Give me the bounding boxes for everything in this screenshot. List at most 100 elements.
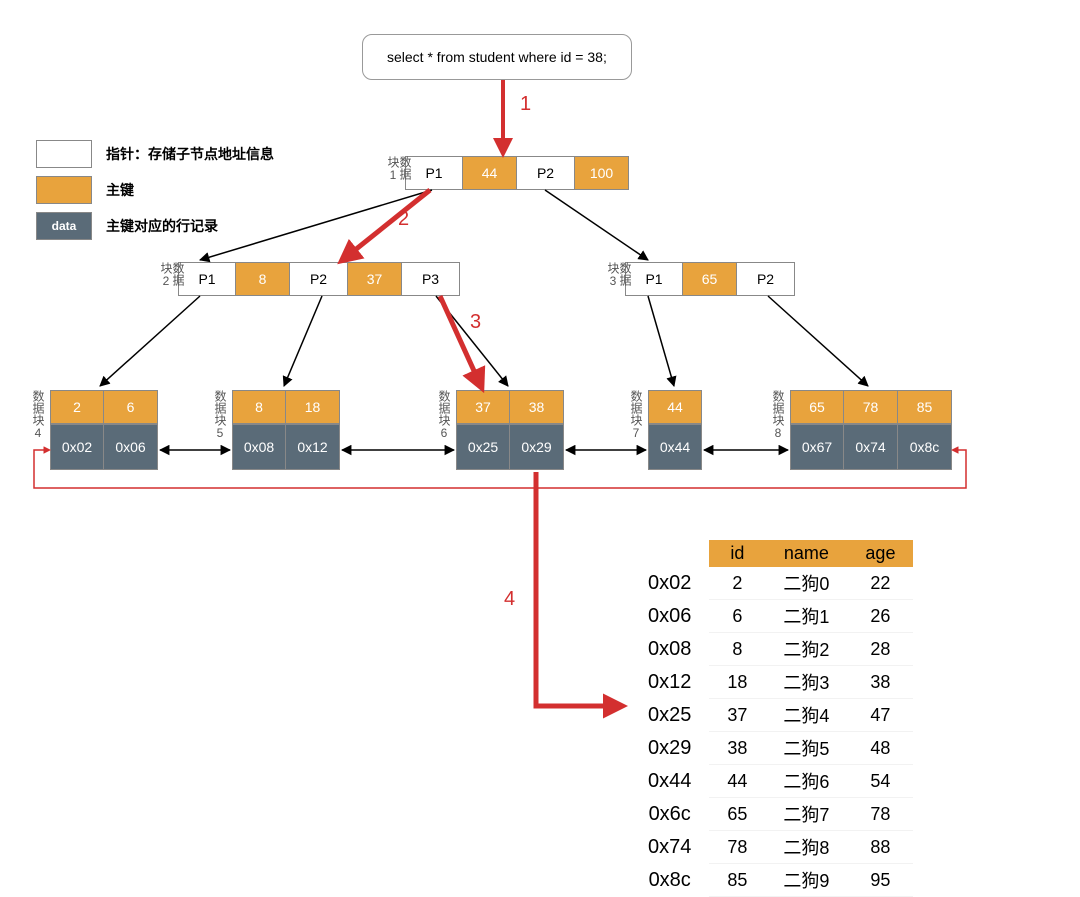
index-block-3: P165P2数据块3	[625, 262, 795, 296]
leaf-key-cell: 44	[648, 390, 702, 424]
table-cell: 二狗3	[765, 666, 847, 699]
leaf-data-cell: 0x08	[232, 424, 286, 470]
leaf-key-cell: 18	[286, 390, 340, 424]
row-address: 0x44	[630, 765, 709, 798]
row-address: 0x8c	[630, 864, 709, 897]
key-cell: 44	[463, 156, 517, 190]
leaf-data-cell: 0x25	[456, 424, 510, 470]
row-address: 0x25	[630, 699, 709, 732]
row-address: 0x08	[630, 633, 709, 666]
index-block-1: P144P2100数据块1	[405, 156, 629, 190]
row-address: 0x02	[630, 567, 709, 600]
block-label: 数据块3	[607, 262, 631, 296]
legend-swatch-pointer	[36, 140, 92, 168]
table-row: 0x2537二狗447	[630, 699, 913, 732]
leaf-key-cell: 85	[898, 390, 952, 424]
leaf-data-cell: 0x12	[286, 424, 340, 470]
table-cell: 26	[847, 600, 913, 633]
block-label: 数据块4	[32, 390, 44, 440]
pointer-cell: P2	[290, 262, 348, 296]
key-cell: 100	[575, 156, 629, 190]
table-row: 0x022二狗022	[630, 567, 913, 600]
table-row: 0x2938二狗548	[630, 732, 913, 765]
key-cell: 37	[348, 262, 402, 296]
leaf-key-cell: 2	[50, 390, 104, 424]
block-label: 数据块5	[214, 390, 226, 440]
table-cell: 二狗8	[765, 831, 847, 864]
leaf-data-cell: 0x8c	[898, 424, 952, 470]
row-address: 0x29	[630, 732, 709, 765]
table-cell: 28	[847, 633, 913, 666]
pointer-cell: P1	[178, 262, 236, 296]
block-label: 数据块6	[438, 390, 450, 440]
table-cell: 88	[847, 831, 913, 864]
leaf-block-8: 6578850x670x740x8c数据块8	[790, 390, 952, 470]
leaf-key-cell: 78	[844, 390, 898, 424]
pointer-cell: P1	[625, 262, 683, 296]
pointer-cell: P2	[517, 156, 575, 190]
leaf-block-7: 440x44数据块7	[648, 390, 702, 470]
key-cell: 65	[683, 262, 737, 296]
leaf-data-cell: 0x02	[50, 424, 104, 470]
table-cell: 8	[709, 633, 765, 666]
row-address: 0x12	[630, 666, 709, 699]
table-cell: 二狗1	[765, 600, 847, 633]
legend-row: data 主键对应的行记录	[36, 212, 274, 240]
leaf-key-cell: 8	[232, 390, 286, 424]
legend-label: 指针：存储子节点地址信息	[106, 144, 274, 164]
legend: 指针：存储子节点地址信息 主键 data 主键对应的行记录	[36, 140, 274, 248]
table-cell: 38	[847, 666, 913, 699]
table-cell: 95	[847, 864, 913, 897]
legend-swatch-data: data	[36, 212, 92, 240]
table-cell: 22	[847, 567, 913, 600]
leaf-block-5: 8180x080x12数据块5	[232, 390, 340, 470]
leaf-block-6: 37380x250x29数据块6	[456, 390, 564, 470]
leaf-data-cell: 0x06	[104, 424, 158, 470]
table-cell: 18	[709, 666, 765, 699]
legend-label: 主键	[106, 180, 134, 200]
query-box: select * from student where id = 38;	[362, 34, 632, 80]
table-row: 0x8c85二狗995	[630, 864, 913, 897]
index-block-2: P18P237P3数据块2	[178, 262, 460, 296]
leaf-data-cell: 0x29	[510, 424, 564, 470]
leaf-data-cell: 0x44	[648, 424, 702, 470]
leaf-key-cell: 65	[790, 390, 844, 424]
svg-text:3: 3	[470, 311, 481, 333]
leaf-data-cell: 0x67	[790, 424, 844, 470]
table-header: id	[709, 540, 765, 567]
svg-text:1: 1	[520, 93, 531, 115]
table-cell: 47	[847, 699, 913, 732]
legend-label: 主键对应的行记录	[106, 216, 218, 236]
table-cell: 85	[709, 864, 765, 897]
table-cell: 二狗9	[765, 864, 847, 897]
table-row: 0x088二狗228	[630, 633, 913, 666]
legend-swatch-key	[36, 176, 92, 204]
table-cell: 6	[709, 600, 765, 633]
data-table-container: idnameage0x022二狗0220x066二狗1260x088二狗2280…	[630, 540, 913, 897]
table-row: 0x1218二狗338	[630, 666, 913, 699]
table-cell: 二狗2	[765, 633, 847, 666]
leaf-key-cell: 37	[456, 390, 510, 424]
pointer-cell: P2	[737, 262, 795, 296]
pointer-cell: P1	[405, 156, 463, 190]
table-cell: 37	[709, 699, 765, 732]
block-label: 数据块8	[772, 390, 784, 440]
table-cell: 二狗6	[765, 765, 847, 798]
block-label: 数据块2	[160, 262, 184, 296]
table-row: 0x066二狗126	[630, 600, 913, 633]
table-cell: 48	[847, 732, 913, 765]
leaf-key-cell: 6	[104, 390, 158, 424]
leaf-key-cell: 38	[510, 390, 564, 424]
block-label: 数据块7	[630, 390, 642, 440]
table-cell: 54	[847, 765, 913, 798]
table-cell: 二狗4	[765, 699, 847, 732]
table-cell: 78	[709, 831, 765, 864]
key-cell: 8	[236, 262, 290, 296]
data-table: idnameage0x022二狗0220x066二狗1260x088二狗2280…	[630, 540, 913, 897]
table-cell: 2	[709, 567, 765, 600]
pointer-cell: P3	[402, 262, 460, 296]
svg-text:2: 2	[398, 208, 409, 230]
leaf-data-cell: 0x74	[844, 424, 898, 470]
table-header: age	[847, 540, 913, 567]
svg-text:4: 4	[504, 588, 515, 610]
